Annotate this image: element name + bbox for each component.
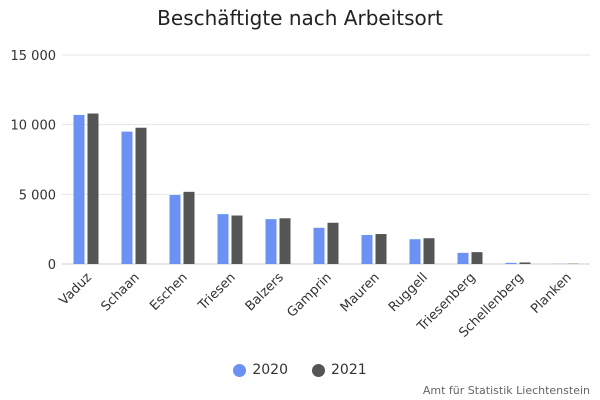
legend-marker-2021: [312, 363, 325, 377]
bar-2020-triesen: [217, 214, 229, 264]
bar-2020-mauren: [361, 235, 373, 264]
chart-title: Beschäftigte nach Arbeitsort: [157, 6, 443, 30]
x-tick-label: Balzers: [243, 270, 287, 314]
legend-label-2020: 2020: [252, 362, 288, 378]
x-tick-label: Gamprin: [285, 270, 335, 320]
bar-2021-ruggell: [423, 238, 435, 264]
x-tick-label: Eschen: [147, 270, 191, 314]
bar-2021-balzers: [279, 218, 291, 264]
legend: 2020 2021: [0, 362, 600, 378]
bar-2020-balzers: [265, 219, 277, 264]
bar-2021-schaan: [135, 127, 147, 265]
bar-2020-eschen: [169, 195, 181, 264]
x-tick-label: Mauren: [338, 270, 383, 315]
y-tick-label: 10 000: [11, 119, 57, 134]
bar-2021-schellenberg: [519, 262, 531, 264]
y-tick-label: 15 000: [11, 49, 57, 64]
bar-2020-triesenberg: [457, 252, 469, 264]
bar-2020-ruggell: [409, 239, 421, 264]
y-tick-label: 0: [48, 258, 56, 273]
x-tick-label: Schaan: [98, 270, 142, 314]
credits: Amt für Statistik Liechtenstein: [422, 384, 590, 397]
bar-2021-triesen: [231, 215, 243, 264]
bar-2020-vaduz: [73, 114, 85, 264]
legend-item-2021[interactable]: 2021: [312, 362, 367, 378]
bar-2020-schellenberg: [505, 262, 517, 264]
x-tick-label: Vaduz: [57, 270, 95, 308]
legend-marker-2020: [233, 363, 247, 377]
legend-item-2020[interactable]: 2020: [233, 362, 288, 378]
bar-2020-gamprin: [313, 227, 325, 264]
bar-2021-eschen: [183, 191, 195, 264]
legend-label-2021: 2021: [331, 362, 367, 378]
bar-2021-triesenberg: [471, 252, 483, 264]
x-tick-label: Triesen: [195, 270, 239, 314]
x-tick-label: Ruggell: [386, 270, 431, 315]
x-tick-label: Planken: [528, 270, 575, 317]
bar-2021-vaduz: [87, 113, 99, 265]
y-tick-label: 5 000: [19, 188, 56, 203]
bar-2021-mauren: [375, 234, 387, 264]
bar-2021-gamprin: [327, 222, 339, 264]
bar-2020-schaan: [121, 131, 133, 264]
